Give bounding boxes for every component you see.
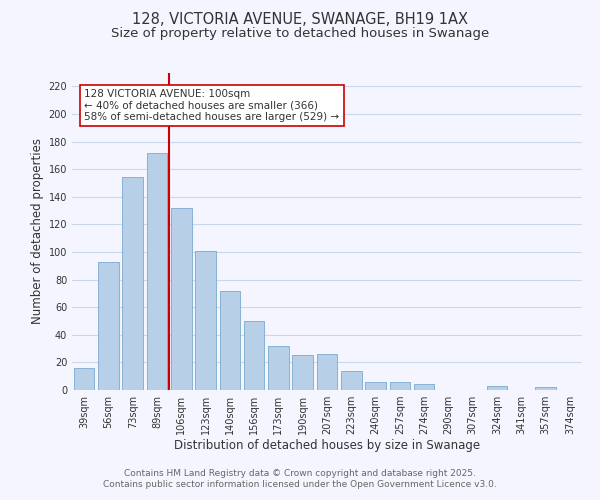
Text: Contains HM Land Registry data © Crown copyright and database right 2025.: Contains HM Land Registry data © Crown c… — [124, 468, 476, 477]
Bar — [146, 152, 167, 390]
Bar — [98, 262, 119, 390]
Bar — [171, 208, 191, 390]
Bar — [220, 290, 240, 390]
Bar — [365, 382, 386, 390]
Text: 128 VICTORIA AVENUE: 100sqm
← 40% of detached houses are smaller (366)
58% of se: 128 VICTORIA AVENUE: 100sqm ← 40% of det… — [85, 89, 340, 122]
X-axis label: Distribution of detached houses by size in Swanage: Distribution of detached houses by size … — [174, 438, 480, 452]
Bar — [487, 386, 508, 390]
Bar — [292, 356, 313, 390]
Text: Size of property relative to detached houses in Swanage: Size of property relative to detached ho… — [111, 28, 489, 40]
Bar — [341, 370, 362, 390]
Text: Contains public sector information licensed under the Open Government Licence v3: Contains public sector information licen… — [103, 480, 497, 489]
Bar — [122, 178, 143, 390]
Bar — [535, 387, 556, 390]
Bar — [389, 382, 410, 390]
Bar — [74, 368, 94, 390]
Bar — [195, 250, 216, 390]
Text: 128, VICTORIA AVENUE, SWANAGE, BH19 1AX: 128, VICTORIA AVENUE, SWANAGE, BH19 1AX — [132, 12, 468, 28]
Y-axis label: Number of detached properties: Number of detached properties — [31, 138, 44, 324]
Bar — [317, 354, 337, 390]
Bar — [268, 346, 289, 390]
Bar — [414, 384, 434, 390]
Bar — [244, 321, 265, 390]
